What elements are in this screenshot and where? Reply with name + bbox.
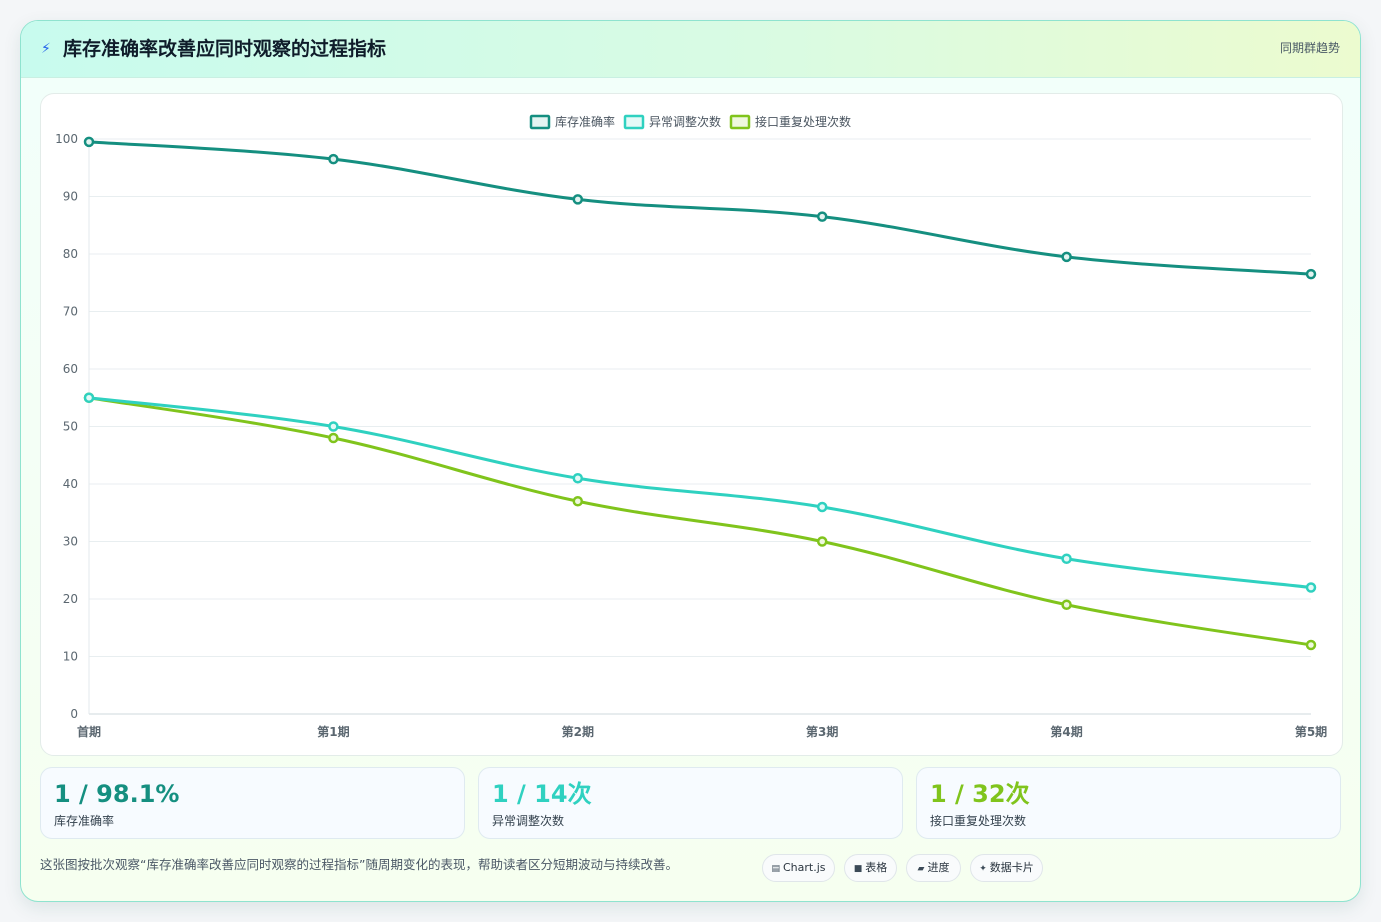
data-point (572, 496, 584, 507)
y-tick-label: 20 (63, 592, 78, 606)
data-point (328, 432, 339, 444)
chip-label: Chart.js (783, 861, 826, 874)
header-tag: 同期群趋势 (1279, 41, 1340, 55)
card-title: 库存准确率改善应同时观察的过程指标 (63, 38, 387, 60)
chart-icon: ▤ (771, 864, 780, 874)
stat-card-anomaly: 1 / 14次 异常调整次数 (478, 767, 903, 839)
chip-progress[interactable]: ▰ 进度 (906, 854, 961, 882)
chip-label: 表格 (865, 861, 888, 874)
y-tick-label: 50 (63, 420, 78, 434)
x-tick-label: 第4期 (1050, 724, 1082, 739)
data-point (328, 421, 339, 432)
legend-swatch (529, 114, 551, 130)
y-tick-label: 60 (63, 362, 78, 376)
stat-value-accuracy: 1 / 98.1% (54, 780, 180, 808)
stat-label-reprocess: 接口重复处理次数 (930, 814, 1027, 828)
data-point (1061, 251, 1072, 263)
progress-icon: ▰ (917, 864, 925, 874)
y-tick-label: 100 (55, 132, 78, 146)
data-point (572, 473, 584, 484)
stat-value-reprocess: 1 / 32次 (930, 780, 1030, 808)
data-point (1061, 599, 1072, 610)
legend-label: 接口重复处理次数 (755, 114, 851, 129)
chart-panel: 0 10 20 30 40 50 60 70 80 90 100 首期 第1期 第2期 第3期 第4期 第5期 库… (40, 93, 1343, 756)
x-tick-label: 第5期 (1295, 724, 1327, 739)
y-tick-label: 30 (63, 535, 78, 549)
data-point (1305, 268, 1317, 280)
legend-label: 异常调整次数 (649, 114, 721, 129)
stat-card-reprocess: 1 / 32次 接口重复处理次数 (916, 767, 1341, 839)
data-point (816, 536, 828, 547)
y-tick-label: 90 (63, 190, 78, 204)
x-tick-label: 首期 (77, 724, 101, 739)
card-header: ⚡ 库存准确率改善应同时观察的过程指标 同期群趋势 (21, 21, 1360, 78)
y-tick-label: 70 (63, 305, 78, 319)
stat-value-anomaly: 1 / 14次 (492, 780, 592, 808)
footer-note: 这张图按批次观察“库存准确率改善应同时观察的过程指标”随周期变化的表现，帮助读者… (40, 857, 678, 872)
chip-label: 进度 (927, 861, 950, 874)
y-tick-label: 80 (63, 247, 78, 261)
stat-label-accuracy: 库存准确率 (54, 814, 115, 828)
data-point (83, 392, 95, 403)
chip-data-cards[interactable]: ✦ 数据卡片 (970, 854, 1043, 882)
stat-cards: 1 / 98.1% 库存准确率 1 / 14次 异常调整次数 1 / 32次 接… (40, 767, 1343, 839)
table-icon: ■ (853, 864, 863, 874)
y-tick-label: 10 (63, 650, 78, 664)
data-point (572, 194, 584, 205)
data-point (1061, 553, 1072, 564)
series-line (87, 140, 1313, 276)
x-tick-label: 第1期 (317, 724, 349, 739)
legend-swatch (623, 114, 645, 130)
data-point (83, 136, 95, 148)
chip-chartjs[interactable]: ▤ Chart.js (762, 854, 835, 882)
legend-swatch (729, 114, 751, 130)
line-chart: 0 10 20 30 40 50 60 70 80 90 100 首期 第1期 第2期 第3期 第4期 第5期 库… (55, 114, 1327, 739)
data-point (1305, 582, 1317, 593)
chart-card: ⚡ 库存准确率改善应同时观察的过程指标 同期群趋势 0 10 20 30 40 50 60 7… (20, 20, 1361, 902)
series-line (87, 396, 1313, 589)
chip-label: 数据卡片 (989, 861, 1034, 874)
data-point (328, 153, 339, 165)
legend-label: 库存准确率 (555, 114, 615, 129)
data-point (816, 211, 828, 222)
lightning-icon: ⚡ (41, 41, 51, 57)
x-tick-label: 第3期 (806, 724, 838, 739)
chip-table[interactable]: ■ 表格 (844, 854, 897, 882)
x-tick-label: 第2期 (562, 724, 594, 739)
y-tick-label: 0 (70, 707, 78, 721)
stat-label-anomaly: 异常调整次数 (492, 814, 565, 828)
data-point (1305, 639, 1317, 651)
sparkle-icon: ✦ (979, 864, 987, 874)
series-line (87, 396, 1313, 647)
y-tick-label: 40 (63, 477, 78, 491)
data-point (816, 501, 828, 513)
stat-card-accuracy: 1 / 98.1% 库存准确率 (40, 767, 465, 839)
